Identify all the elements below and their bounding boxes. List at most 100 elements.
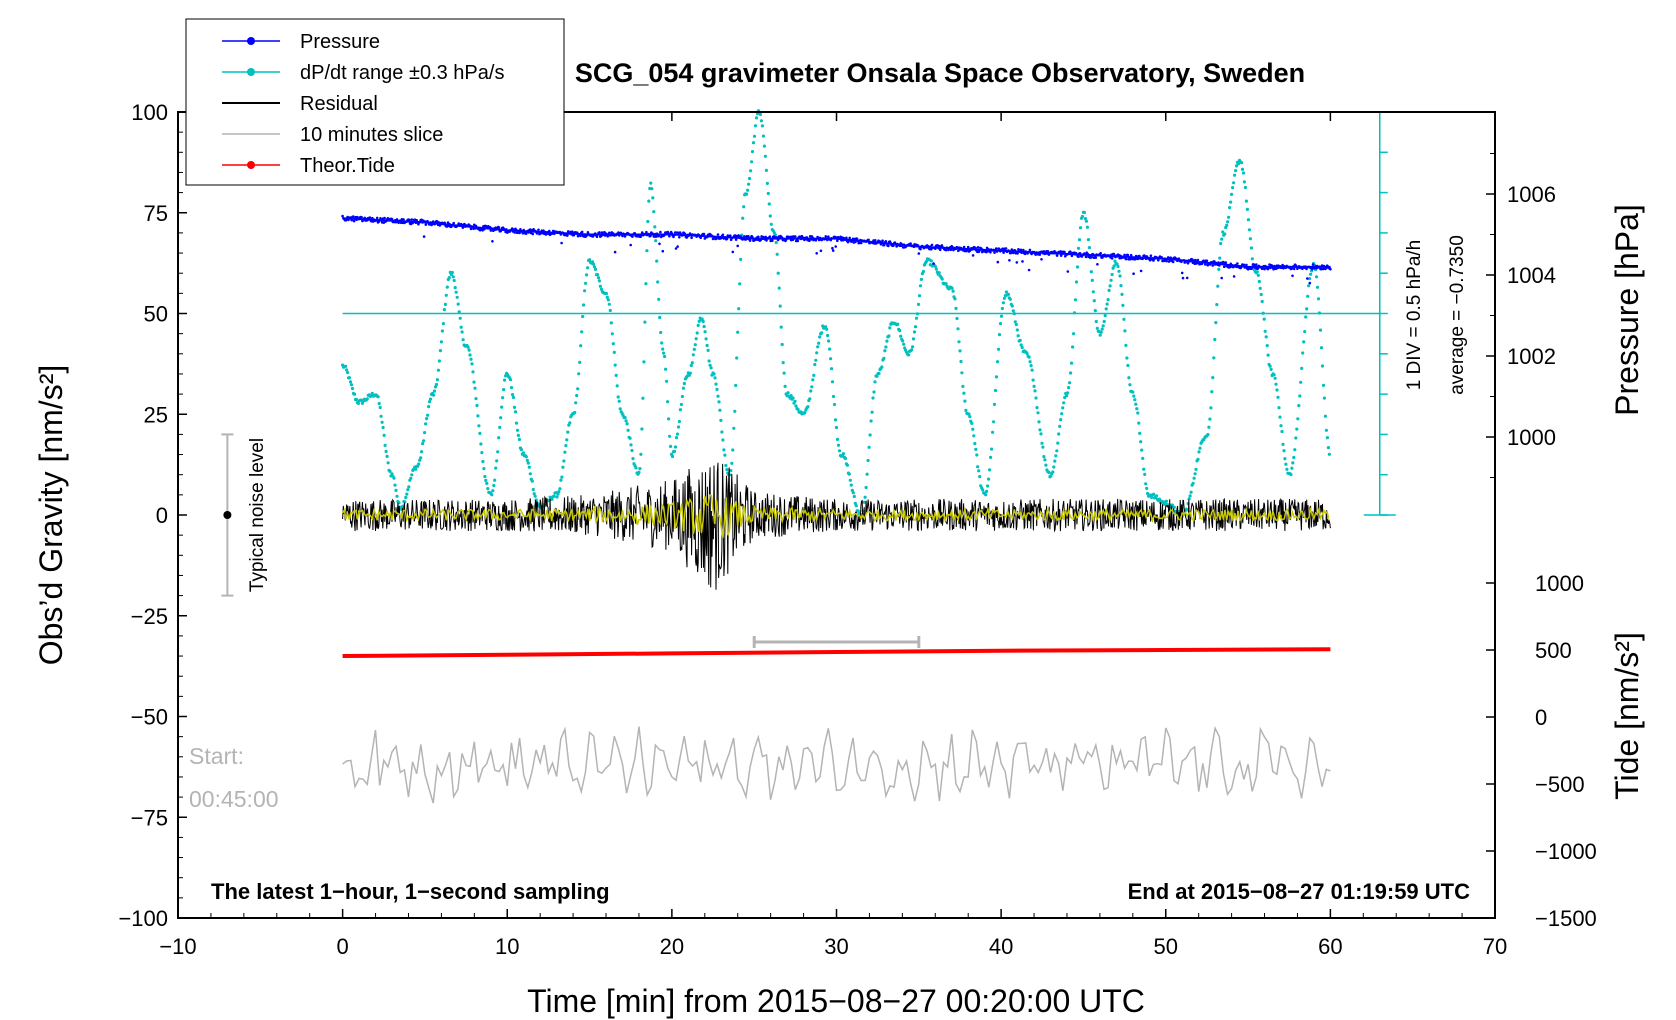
dpdt-point [611, 342, 615, 346]
dpdt-point [674, 436, 679, 440]
dpdt-point [468, 353, 472, 357]
dpdt-point [385, 454, 389, 458]
dpdt-point [1030, 368, 1034, 372]
pressure-point [1236, 262, 1239, 265]
series-pressure [341, 214, 1332, 285]
dpdt-point [713, 376, 717, 380]
pressure-point [497, 226, 501, 229]
dpdt-point [933, 264, 937, 268]
dpdt-point [394, 488, 398, 492]
dpdt-point [695, 331, 699, 335]
dpdt-point [1303, 330, 1307, 334]
dpdt-point [491, 489, 495, 493]
dpdt-point [568, 421, 572, 425]
pressure-point [1002, 251, 1005, 254]
pressure-point [1110, 257, 1114, 260]
dpdt-point [1294, 436, 1298, 440]
dpdt-point [737, 307, 741, 311]
pressure-point [845, 236, 848, 240]
dpdt-point [1262, 317, 1266, 321]
dpdt-point [555, 495, 559, 499]
dpdt-point [750, 160, 754, 164]
dpdt-point [791, 396, 795, 400]
dpdt-point [988, 468, 992, 472]
dpdt-point [610, 332, 614, 336]
dpdt-point [1084, 219, 1088, 223]
dpdt-point [625, 422, 629, 426]
dpdt-point [613, 363, 617, 367]
dpdt-point [843, 456, 848, 461]
dpdt-point [477, 424, 481, 428]
pressure-point [1040, 258, 1043, 261]
dpdt-point [960, 371, 964, 375]
chart-title: SCG_054 gravimeter Onsala Space Observat… [575, 58, 1305, 88]
pressure-point [659, 230, 662, 234]
pressure-point [1224, 261, 1228, 264]
dpdt-point [1232, 181, 1236, 185]
dpdt-point [765, 181, 770, 185]
dpdt-point [1223, 232, 1227, 236]
dpdt-point [460, 330, 464, 334]
dpdt-point [420, 450, 424, 454]
dpdt-point [479, 442, 483, 446]
dpdt-point [986, 484, 990, 488]
legend-marker [247, 161, 255, 169]
pressure-point [1232, 275, 1236, 278]
dpdt-point [524, 455, 528, 459]
dpdt-point [690, 361, 694, 365]
pressure-point [1132, 272, 1135, 276]
dpdt-point [734, 383, 738, 388]
dpdt-point [1036, 411, 1040, 415]
dpdt-point [578, 360, 582, 364]
dpdt-point [882, 356, 886, 360]
dpdt-point [1264, 335, 1268, 339]
dpdt-point [646, 219, 650, 224]
dpdt-point [606, 298, 610, 302]
dpdt-point [667, 417, 671, 421]
pressure-point [1124, 257, 1128, 261]
dpdt-point [1011, 309, 1015, 313]
dpdt-point [559, 478, 563, 482]
dpdt-point [856, 509, 860, 513]
dpdt-point [1260, 299, 1264, 304]
pressure-point [729, 234, 732, 237]
dpdt-point [1044, 463, 1048, 467]
dpdt-point [496, 450, 500, 454]
dpdt-point [580, 330, 584, 334]
dpdt-point [623, 416, 627, 420]
dpdt-point [1248, 237, 1252, 241]
dpdt-point [405, 492, 409, 496]
pressure-point [996, 260, 1000, 264]
dpdt-point [1279, 424, 1283, 428]
pressure-point [1308, 281, 1312, 285]
dpdt-point [631, 457, 635, 461]
dpdt-point [742, 205, 746, 209]
dpdt-point [816, 345, 820, 349]
dpdt-point [681, 386, 686, 390]
dpdt-point [484, 478, 488, 482]
pressure-point [859, 241, 863, 245]
dpdt-point [912, 330, 917, 334]
dpdt-point [642, 360, 646, 364]
dpdt-point [459, 325, 463, 329]
dpdt-point [715, 387, 719, 391]
pressure-point [831, 249, 835, 252]
pressure-point [1149, 254, 1153, 257]
dpdt-point [458, 316, 462, 320]
dpdt-point [550, 497, 554, 501]
dpdt-point [533, 494, 537, 498]
dpdt-point [1103, 314, 1107, 318]
dpdt-point [730, 461, 734, 465]
pressure-point [824, 235, 828, 238]
dpdt-point [370, 391, 374, 395]
pressure-tick-label: 1002 [1507, 344, 1556, 369]
dpdt-point [1074, 280, 1079, 284]
dpdt-point [503, 378, 507, 382]
dpdt-point [1261, 311, 1265, 315]
pressure-point [571, 230, 574, 233]
dpdt-point [1131, 390, 1135, 394]
dpdt-point [445, 285, 449, 289]
pressure-point [836, 239, 839, 242]
dpdt-point [1225, 223, 1229, 227]
